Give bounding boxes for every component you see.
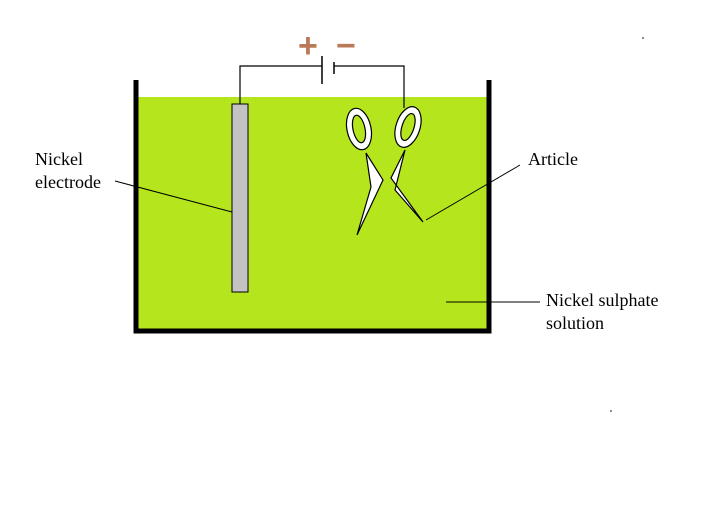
nickel-sulphate-solution <box>136 97 488 331</box>
solution-label: Nickel sulphate solution <box>546 289 658 335</box>
nickel-electrode <box>231 103 249 293</box>
stray-dot <box>610 410 612 412</box>
article-label: Article <box>528 149 578 169</box>
positive-sign: + <box>298 27 318 65</box>
stray-dot <box>642 37 644 39</box>
electrode-label-line1: Nickel <box>35 149 83 169</box>
electrode-label: Nickel electrode <box>35 148 101 194</box>
solution-label-line2: solution <box>546 313 605 333</box>
scissors-icon <box>345 106 424 236</box>
solution-label-line1: Nickel sulphate <box>546 290 659 310</box>
electrode-label-line2: electrode <box>35 172 101 192</box>
negative-sign: − <box>336 27 356 65</box>
beaker <box>133 80 492 334</box>
wire-positive <box>239 65 322 104</box>
wire-negative <box>334 65 405 108</box>
electrode-leader-line <box>114 180 233 213</box>
article-leader-line <box>425 164 521 221</box>
